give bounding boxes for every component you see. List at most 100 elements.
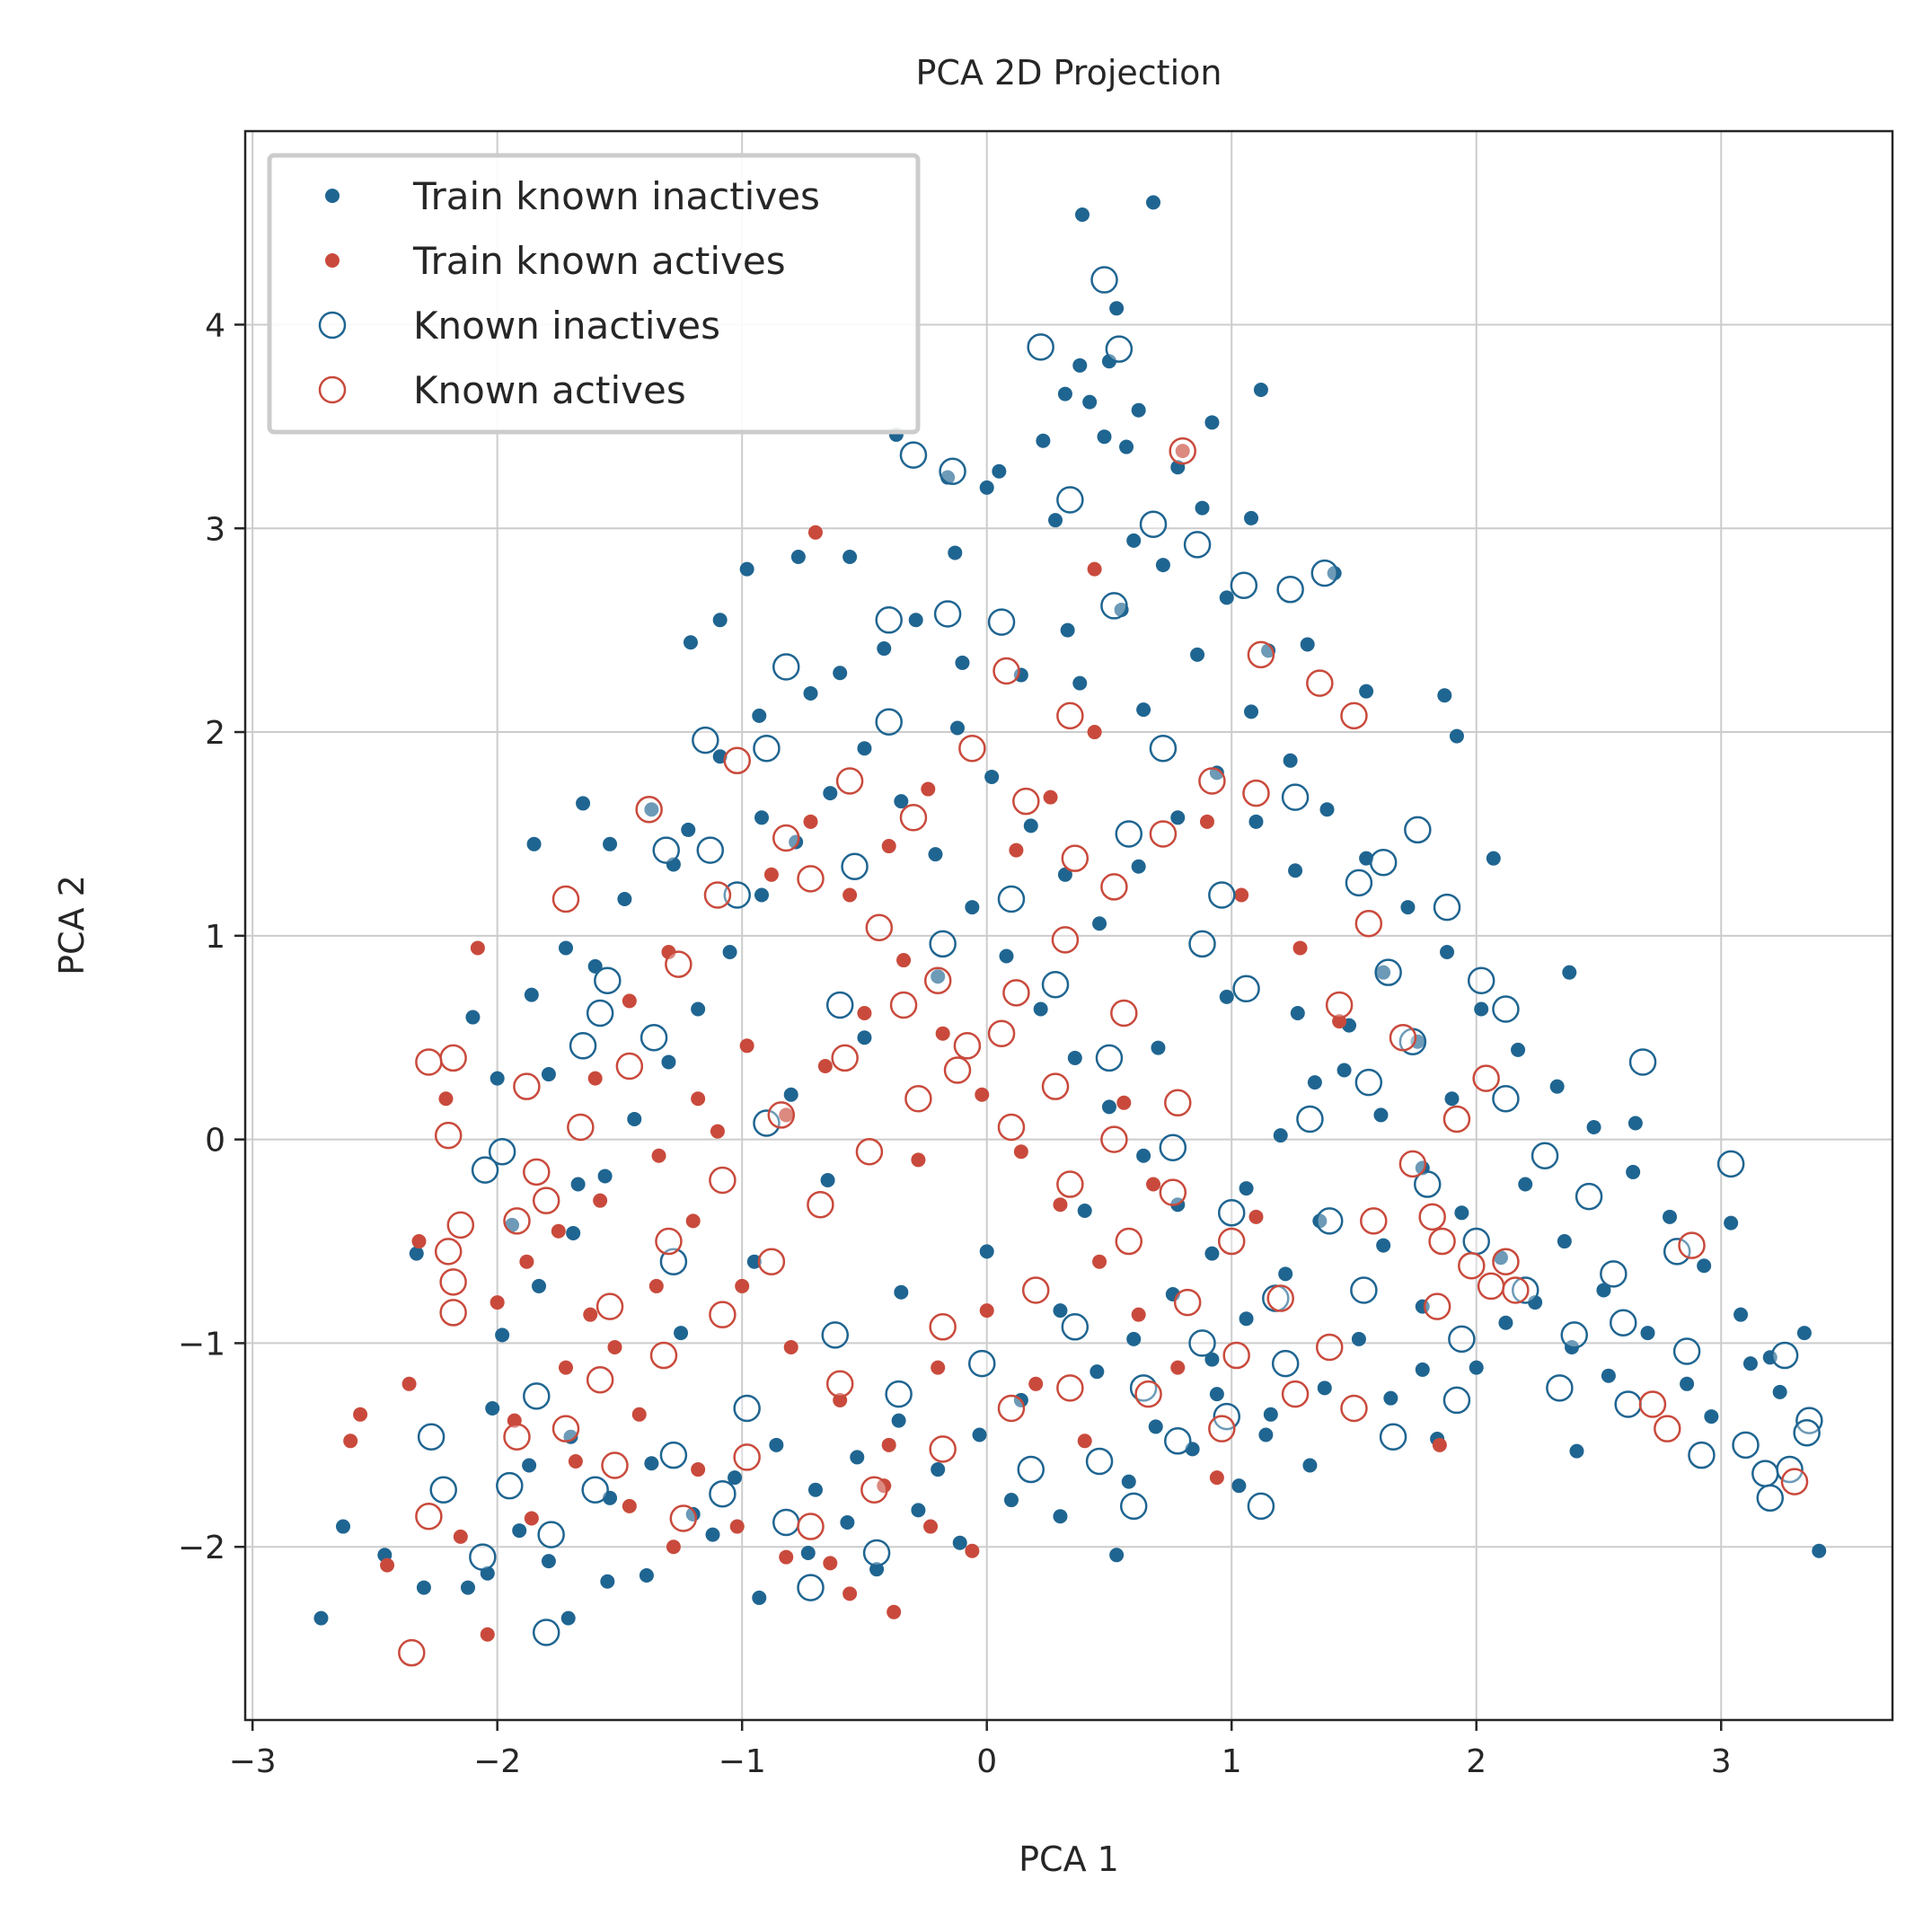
- data-point: [1095, 1044, 1124, 1072]
- data-point: [1400, 900, 1416, 915]
- data-point: [979, 1303, 994, 1319]
- data-point: [669, 1504, 698, 1532]
- data-point: [753, 734, 781, 763]
- data-point: [1139, 510, 1168, 538]
- data-point: [1247, 1492, 1275, 1521]
- data-point: [958, 734, 986, 763]
- data-point: [434, 1238, 463, 1266]
- data-point: [800, 1546, 816, 1561]
- data-point: [931, 1360, 946, 1375]
- data-point: [997, 1113, 1026, 1142]
- data-point: [1159, 1134, 1187, 1161]
- data-point: [722, 944, 737, 959]
- data-point: [1518, 1177, 1533, 1192]
- data-point: [503, 1207, 531, 1235]
- data-point: [558, 1360, 573, 1375]
- data-point: [595, 1292, 624, 1320]
- data-point: [465, 1010, 481, 1025]
- data-point: [523, 1382, 551, 1410]
- data-point: [485, 1401, 500, 1416]
- data-point: [1041, 1072, 1070, 1100]
- data-point: [532, 1278, 547, 1293]
- y-tick-label: 3: [205, 511, 225, 548]
- data-point: [1296, 1105, 1324, 1134]
- data-point: [1149, 820, 1178, 848]
- data-point: [429, 1476, 457, 1504]
- data-point: [1173, 1288, 1202, 1317]
- data-point: [593, 1193, 608, 1208]
- data-point: [1131, 1307, 1146, 1322]
- data-point: [1379, 1423, 1407, 1451]
- data-point: [953, 1032, 982, 1060]
- data-point: [1374, 958, 1402, 986]
- data-point: [1028, 1376, 1044, 1391]
- data-point: [997, 1394, 1026, 1423]
- data-point: [469, 1543, 497, 1571]
- data-point: [1319, 802, 1335, 817]
- data-point: [1110, 999, 1138, 1028]
- data-point: [1654, 1415, 1681, 1442]
- data-point: [1190, 647, 1205, 662]
- legend-marker: [325, 189, 340, 203]
- data-point: [685, 1213, 701, 1229]
- data-point: [551, 1223, 566, 1239]
- data-point: [1772, 1384, 1787, 1399]
- data-point: [1502, 1276, 1530, 1304]
- data-point: [1169, 437, 1196, 465]
- data-point: [661, 1054, 676, 1070]
- data-point: [1239, 1311, 1254, 1327]
- y-tick-label: 4: [205, 307, 225, 344]
- data-point: [1337, 1063, 1352, 1078]
- data-point: [586, 999, 614, 1028]
- data-point: [1360, 1207, 1388, 1235]
- y-tick-label: 0: [205, 1123, 225, 1160]
- data-point: [649, 1341, 678, 1370]
- data-point: [894, 1284, 909, 1300]
- data-point: [1614, 1390, 1642, 1418]
- data-point: [833, 666, 848, 681]
- data-point: [1511, 1042, 1526, 1057]
- data-point: [752, 708, 767, 723]
- data-point: [1027, 333, 1054, 361]
- data-point: [1273, 1128, 1288, 1143]
- y-tick-label: 2: [205, 715, 225, 752]
- data-point: [881, 839, 896, 854]
- data-point: [581, 1476, 609, 1504]
- data-point: [1009, 842, 1024, 858]
- data-point: [1492, 1248, 1520, 1275]
- data-point: [728, 1470, 743, 1486]
- data-point: [1131, 859, 1146, 874]
- data-point: [965, 900, 980, 915]
- legend-item: Train known actives: [325, 239, 786, 283]
- data-point: [1056, 486, 1084, 514]
- data-point: [769, 1437, 784, 1452]
- data-point: [1164, 1427, 1192, 1455]
- plot-frame: [243, 129, 1894, 1722]
- data-point: [1105, 335, 1134, 363]
- data-point: [1021, 1276, 1050, 1304]
- data-point: [601, 1451, 629, 1479]
- legend-marker: [318, 375, 347, 404]
- data-point: [587, 1071, 603, 1086]
- data-point: [823, 1556, 838, 1571]
- data-point: [567, 1113, 595, 1142]
- data-point: [343, 1433, 358, 1449]
- data-point: [1109, 301, 1125, 316]
- data-point: [772, 1508, 800, 1537]
- data-point: [825, 1370, 854, 1398]
- data-point: [439, 1044, 467, 1072]
- data-point: [655, 1227, 683, 1256]
- data-point: [415, 1048, 443, 1076]
- data-point: [1278, 1266, 1293, 1282]
- data-point: [1092, 1254, 1107, 1269]
- data-point: [336, 1519, 351, 1534]
- data-points: [313, 195, 1827, 1667]
- data-point: [1444, 1091, 1460, 1107]
- data-point: [783, 1339, 798, 1354]
- data-point: [576, 796, 591, 811]
- data-point: [1493, 1250, 1508, 1266]
- data-point: [1454, 1205, 1469, 1221]
- series-4-points: [398, 437, 1809, 1667]
- data-point: [537, 1521, 565, 1548]
- data-point: [526, 836, 542, 851]
